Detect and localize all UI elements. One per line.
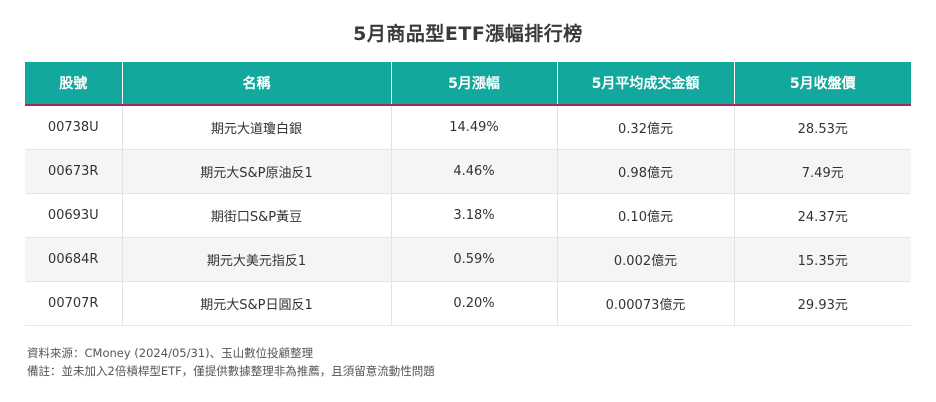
cell-avg-volume: 0.002億元	[557, 237, 735, 282]
header-avg-volume: 5月平均成交金額	[557, 62, 735, 105]
cell-close-price: 29.93元	[734, 281, 911, 326]
header-may-change: 5月漲幅	[391, 62, 558, 105]
table-header-row: 股號 名稱 5月漲幅 5月平均成交金額 5月收盤價	[25, 62, 911, 105]
cell-stock-code: 00707R	[25, 281, 123, 326]
cell-avg-volume: 0.00073億元	[557, 281, 735, 326]
source-note: 資料來源：CMoney (2024/05/31)、玉山數位投顧整理	[27, 346, 314, 360]
cell-avg-volume: 0.98億元	[557, 149, 735, 194]
cell-close-price: 7.49元	[734, 149, 911, 194]
footnotes: 資料來源：CMoney (2024/05/31)、玉山數位投顧整理 備註：並未加…	[27, 344, 435, 380]
cell-may-change: 14.49%	[391, 105, 558, 150]
cell-close-price: 28.53元	[734, 105, 911, 150]
cell-stock-code: 00684R	[25, 237, 123, 282]
remark-note: 備註：並未加入2倍槓桿型ETF，僅提供數據整理非為推薦，且須留意流動性問題	[27, 364, 435, 378]
cell-may-change: 4.46%	[391, 149, 558, 194]
header-name: 名稱	[122, 62, 392, 105]
cell-may-change: 0.59%	[391, 237, 558, 282]
table-row: 00684R 期元大美元指反1 0.59% 0.002億元 15.35元	[25, 237, 911, 282]
table-row: 00738U 期元大道瓊白銀 14.49% 0.32億元 28.53元	[25, 105, 911, 150]
header-stock-code: 股號	[25, 62, 123, 105]
cell-name: 期元大道瓊白銀	[122, 105, 392, 150]
cell-name: 期街口S&P黃豆	[122, 193, 392, 238]
cell-name: 期元大S&P日圓反1	[122, 281, 392, 326]
page-title: 5月商品型ETF漲幅排行榜	[353, 23, 583, 45]
table-row: 00707R 期元大S&P日圓反1 0.20% 0.00073億元 29.93元	[25, 281, 911, 326]
cell-stock-code: 00673R	[25, 149, 123, 194]
etf-ranking-table: 股號 名稱 5月漲幅 5月平均成交金額 5月收盤價 00738U 期元大道瓊白銀…	[25, 62, 911, 326]
cell-close-price: 24.37元	[734, 193, 911, 238]
table-row: 00693U 期街口S&P黃豆 3.18% 0.10億元 24.37元	[25, 193, 911, 238]
cell-name: 期元大S&P原油反1	[122, 149, 392, 194]
cell-avg-volume: 0.10億元	[557, 193, 735, 238]
cell-avg-volume: 0.32億元	[557, 105, 735, 150]
header-close-price: 5月收盤價	[789, 76, 856, 92]
table-row: 00673R 期元大S&P原油反1 4.46% 0.98億元 7.49元	[25, 149, 911, 194]
cell-stock-code: 00693U	[25, 193, 123, 238]
cell-name: 期元大美元指反1	[122, 237, 392, 282]
cell-stock-code: 00738U	[25, 105, 123, 150]
cell-may-change: 3.18%	[391, 193, 558, 238]
cell-may-change: 0.20%	[391, 281, 558, 326]
cell-close-price: 15.35元	[734, 237, 911, 282]
